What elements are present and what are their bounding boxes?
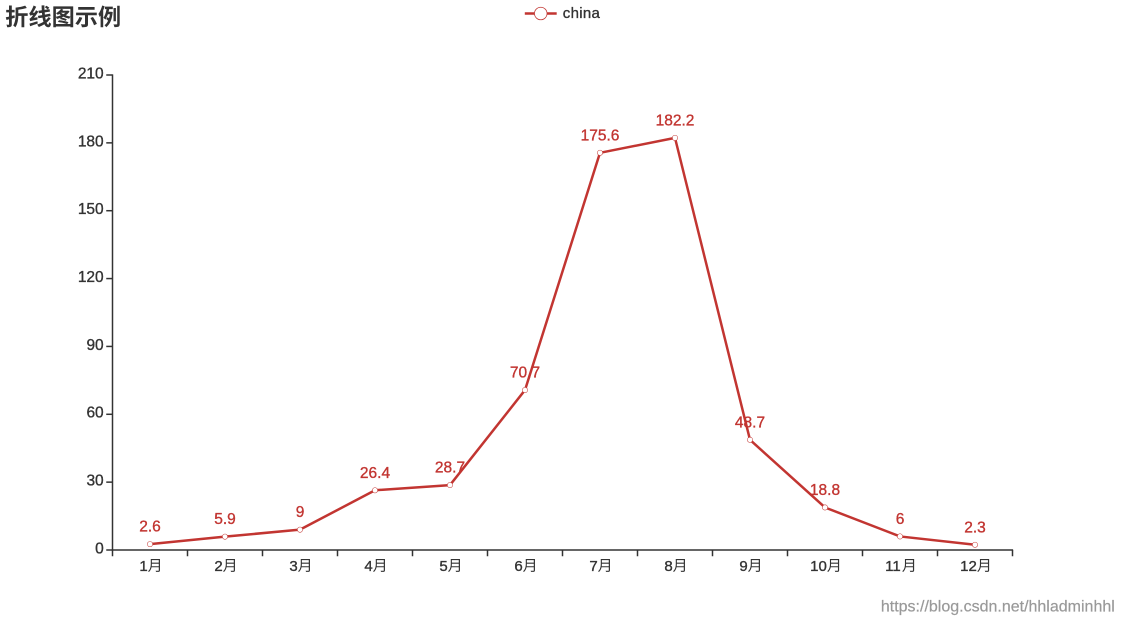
svg-text:30: 30 <box>86 473 104 490</box>
svg-text:150: 150 <box>78 201 104 218</box>
svg-text:210: 210 <box>78 65 104 82</box>
svg-text:28.7: 28.7 <box>435 460 465 477</box>
svg-text:5: 5 <box>439 558 447 575</box>
svg-text:https://blog.csdn.net/hhladmin: https://blog.csdn.net/hhladminhhl <box>881 599 1115 616</box>
svg-text:7: 7 <box>589 558 597 575</box>
svg-text:0: 0 <box>95 540 104 557</box>
svg-text:9: 9 <box>739 558 747 575</box>
svg-text:10: 10 <box>810 558 827 575</box>
svg-text:2.6: 2.6 <box>139 519 161 536</box>
svg-text:1: 1 <box>139 558 147 575</box>
svg-text:5.9: 5.9 <box>214 511 236 528</box>
svg-text:9: 9 <box>296 504 305 521</box>
svg-text:12: 12 <box>960 558 977 575</box>
svg-text:90: 90 <box>86 337 104 354</box>
svg-text:2.3: 2.3 <box>964 519 986 536</box>
svg-text:180: 180 <box>78 133 104 150</box>
svg-text:6: 6 <box>896 511 905 528</box>
svg-text:120: 120 <box>78 269 104 286</box>
svg-text:2: 2 <box>214 558 222 575</box>
svg-text:60: 60 <box>86 405 104 422</box>
svg-text:18.8: 18.8 <box>810 482 840 499</box>
svg-text:4: 4 <box>364 558 372 575</box>
svg-text:175.6: 175.6 <box>581 127 620 144</box>
svg-text:8: 8 <box>664 558 672 575</box>
svg-text:48.7: 48.7 <box>735 414 765 431</box>
svg-text:70.7: 70.7 <box>510 365 540 382</box>
svg-text:3: 3 <box>289 558 297 575</box>
svg-text:182.2: 182.2 <box>656 112 695 129</box>
svg-text:11: 11 <box>885 558 901 575</box>
svg-text:china: china <box>563 5 601 22</box>
svg-text:6: 6 <box>514 558 522 575</box>
svg-text:26.4: 26.4 <box>360 465 391 482</box>
